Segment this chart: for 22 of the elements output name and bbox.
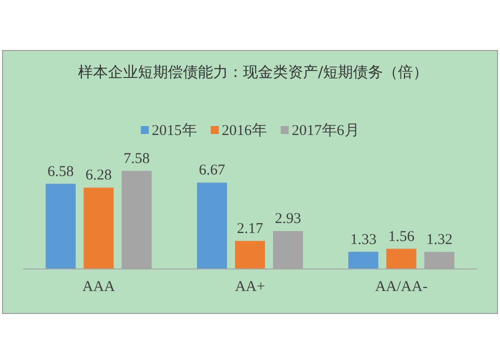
x-tick-label: AAA <box>82 279 116 295</box>
data-label: 6.28 <box>86 168 112 184</box>
bar <box>235 240 265 269</box>
chart-title: 样本企业短期偿债能力：现金类资产/短期债务（倍） <box>76 62 430 83</box>
data-label: 2.17 <box>236 220 264 237</box>
legend-label: 2015年 <box>152 122 197 139</box>
data-label: 1.32 <box>426 232 452 248</box>
bar <box>386 248 416 269</box>
x-tick-label: AA+ <box>234 279 266 295</box>
data-label: 2.93 <box>274 211 302 228</box>
legend-label: 2016年 <box>222 122 267 139</box>
data-label: 6.58 <box>48 164 74 180</box>
data-label: 6.67 <box>198 162 226 179</box>
legend-label: 2017年6月 <box>292 122 360 139</box>
data-label: 1.56 <box>388 228 415 245</box>
bar <box>197 182 227 269</box>
bar <box>46 184 76 269</box>
data-label: 1.33 <box>350 232 376 248</box>
bar <box>84 188 114 269</box>
data-label: 7.58 <box>124 150 150 167</box>
x-tick-label: AA/AA- <box>375 279 428 295</box>
bar <box>348 252 378 269</box>
